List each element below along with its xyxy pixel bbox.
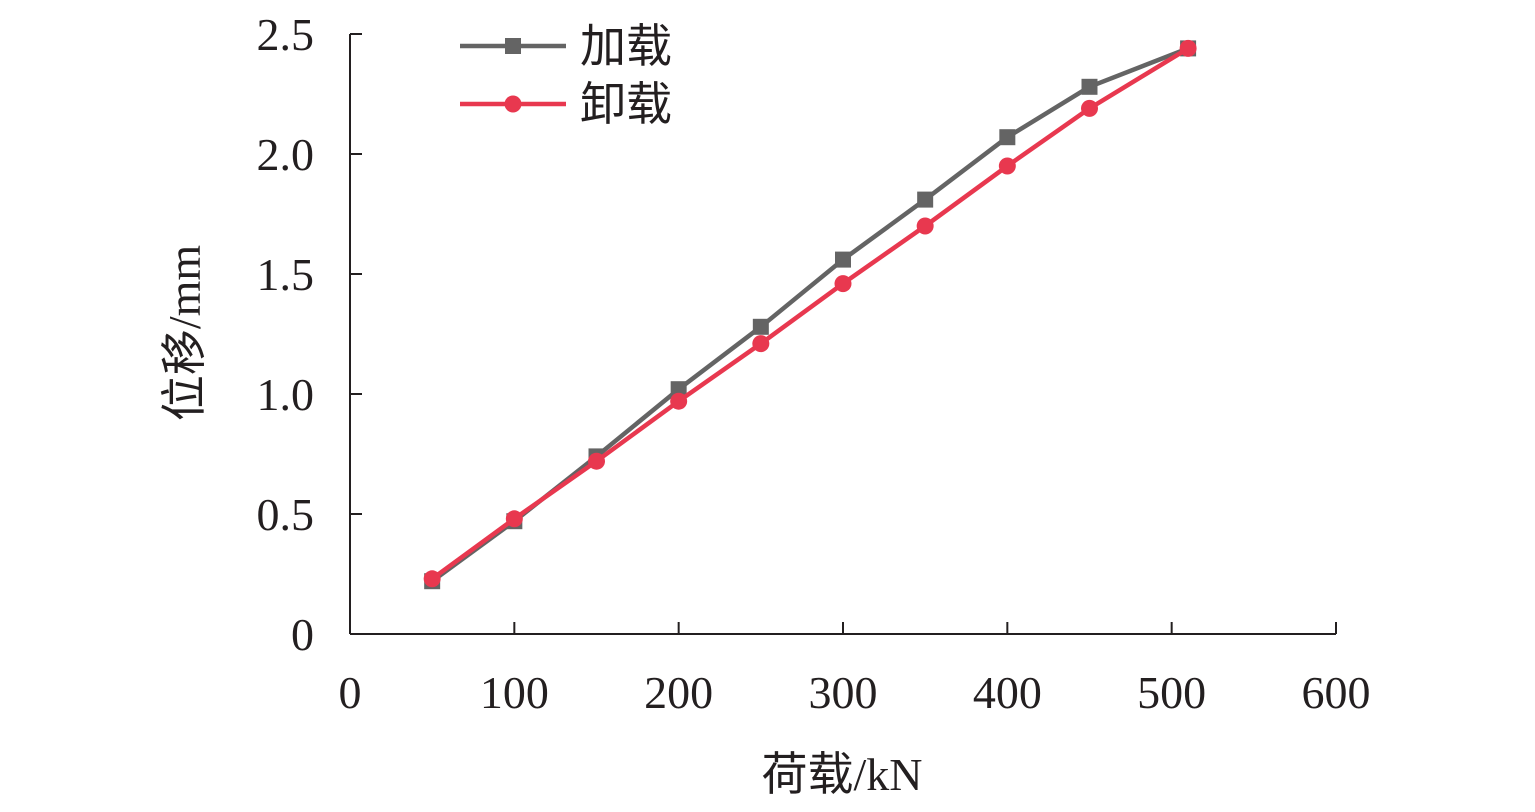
data-point-square: [835, 251, 851, 268]
series-2: [423, 39, 1197, 588]
data-point-circle: [505, 510, 523, 528]
legend-label: 加载: [580, 21, 672, 72]
y-axis-ticks: 0 0.5 1.0 1.5 2.0 2.5: [257, 9, 362, 660]
data-point-circle: [1179, 39, 1197, 57]
x-tick-label: 100: [480, 667, 549, 718]
data-point-square: [999, 129, 1016, 146]
y-tick-label: 1.5: [257, 249, 315, 300]
legend-marker: [504, 95, 522, 113]
y-tick-label: 0.5: [257, 489, 315, 540]
data-point-square: [1081, 78, 1098, 95]
x-tick-label: 300: [809, 667, 878, 718]
y-axis-title: 位移/mm: [159, 245, 210, 422]
series-group: [423, 39, 1197, 590]
y-tick-label: 2.5: [257, 9, 315, 60]
series-line: [430, 46, 1190, 581]
data-point-square: [752, 318, 769, 335]
x-tick-label: 500: [1137, 667, 1206, 718]
legend-marker: [505, 38, 521, 54]
data-point-circle: [423, 570, 441, 588]
series-1: [424, 40, 1197, 590]
x-tick-label: 600: [1302, 667, 1371, 718]
data-point-circle: [916, 217, 934, 235]
data-point-circle: [998, 157, 1016, 175]
data-point-circle: [1081, 99, 1098, 117]
y-tick-label: 1.0: [257, 369, 315, 420]
legend-item: 卸载: [460, 79, 672, 130]
legend-item: 加载: [460, 21, 672, 72]
data-point-circle: [670, 392, 688, 410]
axes: [349, 34, 1336, 635]
data-point-circle: [588, 452, 605, 470]
y-tick-label: 0: [291, 609, 314, 660]
data-point-circle: [752, 335, 770, 353]
data-point-square: [917, 191, 934, 208]
x-tick-label: 0: [339, 667, 362, 718]
data-point-circle: [834, 275, 852, 293]
legend-label: 卸载: [580, 79, 672, 130]
y-tick-label: 2.0: [257, 129, 315, 180]
x-tick-label: 400: [973, 667, 1042, 718]
series-line: [430, 46, 1189, 584]
data-point-square: [670, 381, 687, 398]
x-axis-title: 荷载/kN: [762, 749, 923, 800]
x-tick-label: 200: [644, 667, 713, 718]
x-axis-ticks: 0 100 200 300 400 500 600: [339, 622, 1371, 718]
